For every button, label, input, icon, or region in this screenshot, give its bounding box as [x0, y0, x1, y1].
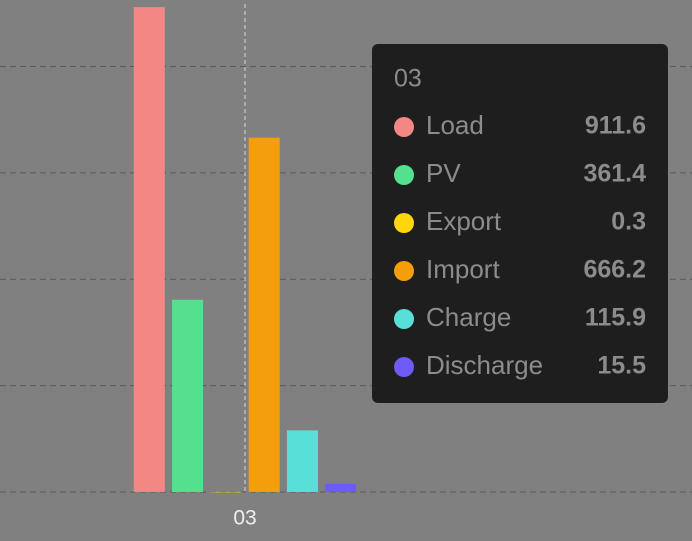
legend-label: Load	[426, 110, 484, 140]
bar	[210, 491, 242, 493]
legend-marker	[394, 213, 414, 233]
tooltip-title: 03	[394, 65, 422, 93]
legend-marker	[394, 165, 414, 185]
bar	[172, 299, 204, 492]
bar	[248, 137, 280, 492]
bar	[325, 483, 357, 492]
tooltip-value: 361.4	[583, 160, 646, 188]
legend-marker	[394, 117, 414, 137]
legend-label: Export	[426, 206, 502, 236]
tooltip-value: 911.6	[585, 112, 646, 140]
legend-label: Discharge	[426, 350, 543, 380]
tooltip-value: 666.2	[583, 256, 646, 284]
legend-label: Charge	[426, 302, 511, 332]
bar	[133, 7, 165, 493]
legend-marker	[394, 357, 414, 377]
legend-label: Import	[426, 254, 500, 284]
tooltip-value: 115.9	[585, 304, 646, 332]
tooltip-value: 15.5	[597, 352, 646, 380]
tooltip-value: 0.3	[611, 208, 646, 236]
tooltip-box	[372, 44, 668, 403]
x-tick-label: 03	[233, 507, 256, 530]
legend-label: PV	[426, 158, 461, 188]
legend-marker	[394, 261, 414, 281]
legend-marker	[394, 309, 414, 329]
bar	[286, 430, 318, 492]
